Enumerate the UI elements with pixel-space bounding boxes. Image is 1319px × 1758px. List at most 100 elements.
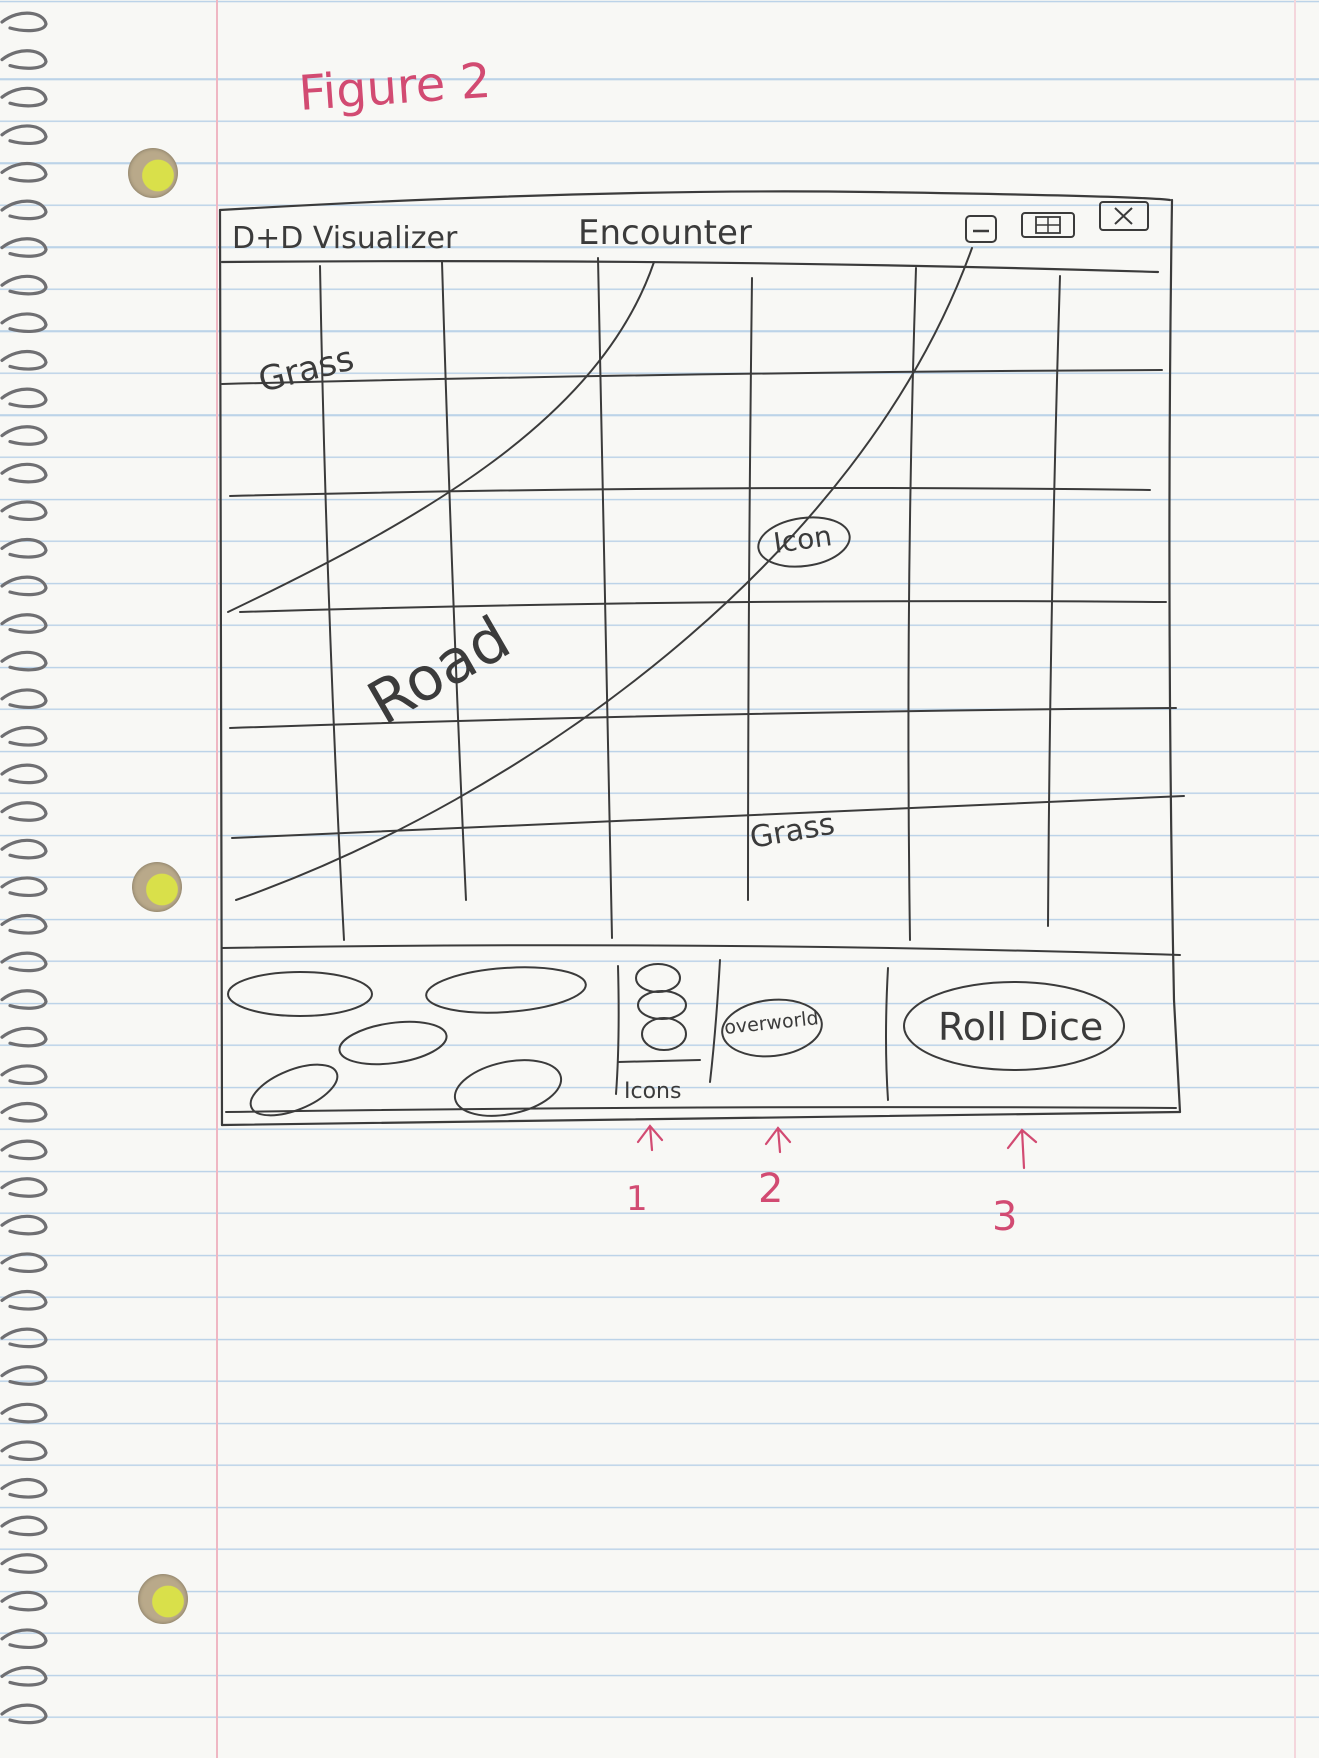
grid-col-1 — [319, 265, 345, 941]
overworld-button[interactable]: overworld — [719, 995, 824, 1061]
spiral-coil — [0, 876, 48, 898]
spiral-coil — [0, 49, 48, 70]
spiral-coil — [0, 726, 48, 747]
spiral-coil — [0, 989, 48, 1010]
spiral-coil — [0, 1177, 48, 1198]
spiral-coil — [0, 500, 48, 522]
spiral-coil — [0, 914, 48, 935]
minimize-button[interactable] — [965, 215, 997, 243]
spiral-coil — [0, 1064, 48, 1086]
spiral-coil — [0, 1628, 48, 1650]
icon-slot[interactable] — [637, 990, 687, 1020]
grid-row-5 — [231, 795, 1185, 839]
road-edge-lower — [235, 247, 973, 901]
grid-col-2 — [441, 261, 467, 901]
palette-token[interactable] — [450, 1051, 566, 1124]
annotation-number-2: 2 — [758, 1166, 783, 1212]
spiral-coil — [0, 1440, 48, 1462]
spiral-coil — [0, 688, 48, 710]
spiral-coil — [0, 350, 48, 371]
icon-slot[interactable] — [635, 963, 681, 993]
bottom-panel-baseline — [225, 1106, 1177, 1113]
spiral-coil — [0, 1290, 48, 1311]
arrow-1 — [636, 1124, 664, 1152]
spiral-coil — [0, 11, 48, 33]
palette-token[interactable] — [244, 1054, 344, 1126]
annotation-arrows — [636, 1124, 1038, 1170]
close-button[interactable] — [1099, 201, 1149, 231]
icon-slot[interactable] — [641, 1017, 687, 1051]
spiral-coil — [0, 575, 48, 597]
terrain-label-road: Road — [357, 603, 522, 739]
binder-hole-bottom — [138, 1574, 188, 1624]
binder-hole-middle — [132, 862, 182, 912]
spiral-coil — [0, 1590, 48, 1612]
grid-row-1 — [221, 369, 1163, 385]
roll-dice-button[interactable]: Roll Dice — [903, 981, 1125, 1071]
spiral-coil — [0, 1139, 48, 1161]
spiral-coil — [0, 838, 48, 860]
spiral-coil — [0, 1478, 48, 1499]
spiral-coil — [0, 1102, 48, 1123]
grid-row-3 — [239, 600, 1167, 613]
icons-label-divider — [617, 1059, 701, 1063]
roll-dice-label: Roll Dice — [938, 1005, 1103, 1049]
palette-token[interactable] — [425, 962, 588, 1017]
window-left-border — [218, 208, 224, 1127]
spiral-coil — [0, 801, 48, 822]
palette-token[interactable] — [337, 1016, 450, 1071]
arrow-3 — [1006, 1128, 1038, 1170]
spiral-coil — [0, 1515, 48, 1537]
road-edge-upper — [227, 261, 655, 613]
bottom-panel — [225, 959, 1177, 1113]
app-title: D+D Visualizer — [232, 221, 458, 256]
terrain-label-grass-top: Grass — [255, 339, 358, 401]
spiral-coil — [0, 199, 48, 221]
spiral-coil — [0, 462, 48, 484]
spiral-coil — [0, 425, 48, 446]
spiral-coil — [0, 613, 48, 634]
spiral-coil — [0, 86, 48, 108]
spiral-binding — [0, 11, 48, 1725]
spiral-coil — [0, 538, 48, 559]
arrow-2 — [764, 1126, 792, 1154]
spiral-coil — [0, 1026, 48, 1048]
palette-token[interactable] — [227, 971, 373, 1017]
spiral-coil — [0, 763, 48, 785]
spiral-coil — [0, 1252, 48, 1274]
icons-section-divider — [615, 965, 620, 1095]
road-edges — [227, 247, 973, 901]
grid-row-2 — [229, 487, 1151, 497]
margin-line — [216, 0, 218, 1758]
right-margin-line — [1294, 0, 1296, 1758]
spiral-coil — [0, 1365, 48, 1386]
title-bar-divider — [220, 260, 1160, 274]
spiral-coil — [0, 1214, 48, 1236]
spiral-coil — [0, 1703, 48, 1725]
overworld-section-divider — [709, 959, 721, 1083]
window-frame — [218, 190, 1182, 1127]
view-title: Encounter — [578, 213, 752, 253]
spiral-coil — [0, 1666, 48, 1687]
token-palette — [227, 962, 588, 1126]
spiral-coil — [0, 1327, 48, 1349]
spiral-coil — [0, 237, 48, 258]
spiral-coil — [0, 1553, 48, 1574]
map-token-icon[interactable]: Icon — [755, 512, 853, 572]
spiral-coil — [0, 274, 48, 296]
spiral-coil — [0, 1402, 48, 1424]
spiral-coil — [0, 312, 48, 334]
window-right-border — [1168, 198, 1182, 1114]
binder-hole-top — [128, 148, 178, 198]
overworld-label: overworld — [723, 1007, 819, 1039]
icons-section — [635, 963, 687, 1051]
spiral-coil — [0, 162, 48, 183]
window-bottom-border — [220, 1110, 1182, 1127]
annotation-number-1: 1 — [626, 1179, 648, 1219]
grid-col-4 — [747, 277, 753, 901]
map-grid — [221, 257, 1185, 956]
grid-col-3 — [597, 257, 613, 939]
maximize-button[interactable] — [1021, 212, 1075, 238]
close-icon — [1114, 207, 1133, 225]
